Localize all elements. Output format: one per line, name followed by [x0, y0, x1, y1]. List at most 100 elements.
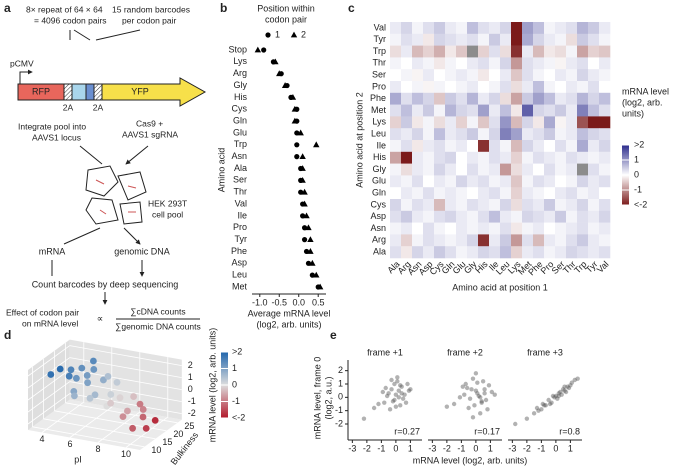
heatmap-cell — [456, 210, 468, 223]
heatmap-cell — [544, 163, 556, 176]
point — [534, 405, 540, 411]
z-tick-label: 0 — [188, 384, 193, 394]
heatmap-cell — [489, 222, 501, 235]
heatmap-cell — [522, 57, 534, 70]
heatmap-cell — [599, 210, 611, 223]
heatmap-cell — [533, 151, 545, 164]
category-label: Lys — [233, 56, 247, 66]
heatmap-cell — [467, 92, 479, 105]
y-tick-label: Leu — [371, 128, 386, 138]
heatmap-cell — [500, 81, 512, 94]
note: 15 random barcodes — [112, 4, 190, 14]
heatmap-cell — [544, 222, 556, 235]
heatmap-cell — [566, 163, 578, 176]
heatmap-cell — [423, 151, 435, 164]
heatmap-cell — [500, 45, 512, 58]
heatmap-cell — [456, 140, 468, 153]
colorbar-title: mRNA level — [622, 86, 669, 96]
heatmap-cell — [533, 22, 545, 35]
point — [124, 407, 131, 415]
heatmap-cell — [588, 187, 600, 200]
heatmap-cell — [434, 57, 446, 70]
point — [552, 395, 557, 400]
heatmap-cell — [511, 128, 523, 141]
heatmap-cell — [566, 69, 578, 82]
y-tick-label: Ser — [372, 69, 386, 79]
legend-marker — [290, 31, 298, 38]
heatmap-cell — [489, 199, 501, 212]
point — [116, 394, 124, 402]
heatmap-cell — [577, 45, 589, 58]
heatmap-cell — [456, 246, 468, 259]
heatmap-cell — [445, 45, 457, 58]
heatmap-cell — [555, 45, 567, 58]
heatmap-cell — [456, 199, 468, 212]
marker — [298, 189, 304, 195]
heatmap-cell — [412, 234, 424, 247]
marker — [303, 248, 310, 255]
grid-line — [65, 402, 178, 424]
heatmap-cell — [390, 234, 402, 247]
heatmap-cell — [533, 45, 545, 58]
heatmap-cell — [423, 33, 435, 46]
point — [83, 372, 91, 379]
heatmap-cell — [445, 33, 457, 46]
y-tick-label: Trp — [373, 46, 386, 56]
heatmap-cell — [401, 128, 413, 141]
category-label: Pro — [233, 222, 247, 232]
z-tick-label: -1 — [188, 396, 196, 406]
x-tick-label: -3 — [428, 443, 436, 453]
heatmap-cell — [467, 222, 479, 235]
heatmap-cell — [533, 92, 545, 105]
x-tick-label: Val — [595, 259, 611, 275]
heatmap-cell — [434, 246, 446, 259]
legend-label: 2 — [301, 29, 306, 39]
heatmap-cell — [423, 81, 435, 94]
heatmap-cell — [500, 175, 512, 188]
point — [393, 392, 399, 397]
heatmap-cell — [533, 140, 545, 153]
heatmap-cell — [577, 151, 589, 164]
point — [464, 385, 470, 391]
point — [482, 391, 487, 396]
heatmap-cell — [445, 151, 457, 164]
yfp — [101, 77, 207, 107]
heatmap-cell — [522, 45, 534, 58]
heatmap-cell — [467, 128, 479, 141]
heatmap-cell — [577, 22, 589, 35]
heatmap-cell — [445, 57, 457, 70]
heatmap-cell — [555, 33, 567, 46]
heatmap-cell — [456, 22, 468, 35]
grid-line — [27, 345, 71, 377]
heatmap-cell — [599, 187, 611, 200]
point — [395, 379, 400, 384]
heatmap-cell — [390, 210, 402, 223]
heatmap-cell — [478, 210, 490, 223]
marker — [316, 283, 324, 290]
bracket — [69, 29, 141, 41]
heatmap-cell — [544, 22, 556, 35]
point — [467, 396, 473, 401]
heatmap-cell — [577, 199, 589, 212]
heatmap-cell — [467, 81, 479, 94]
panel-title: frame +1 — [367, 347, 403, 357]
heatmap-cell — [456, 69, 468, 82]
point — [406, 388, 412, 393]
heatmap-cell — [445, 246, 457, 259]
heatmap-cell — [566, 92, 578, 105]
heatmap-cell — [555, 175, 567, 188]
point — [402, 392, 407, 397]
heatmap-cell — [401, 151, 413, 164]
gene-label: YFP — [131, 86, 149, 96]
heatmap-cell — [489, 22, 501, 35]
heatmap-cell — [423, 92, 435, 105]
heatmap-cell — [489, 116, 501, 129]
point — [395, 375, 400, 380]
heatmap-cell — [566, 187, 578, 200]
x-tick-label: 1 — [408, 443, 413, 453]
colorbar-tick-label: 0 — [634, 169, 639, 179]
point — [473, 371, 479, 376]
heatmap-cell — [390, 199, 402, 212]
x-tick-label: -2 — [523, 443, 531, 453]
point — [151, 417, 159, 424]
